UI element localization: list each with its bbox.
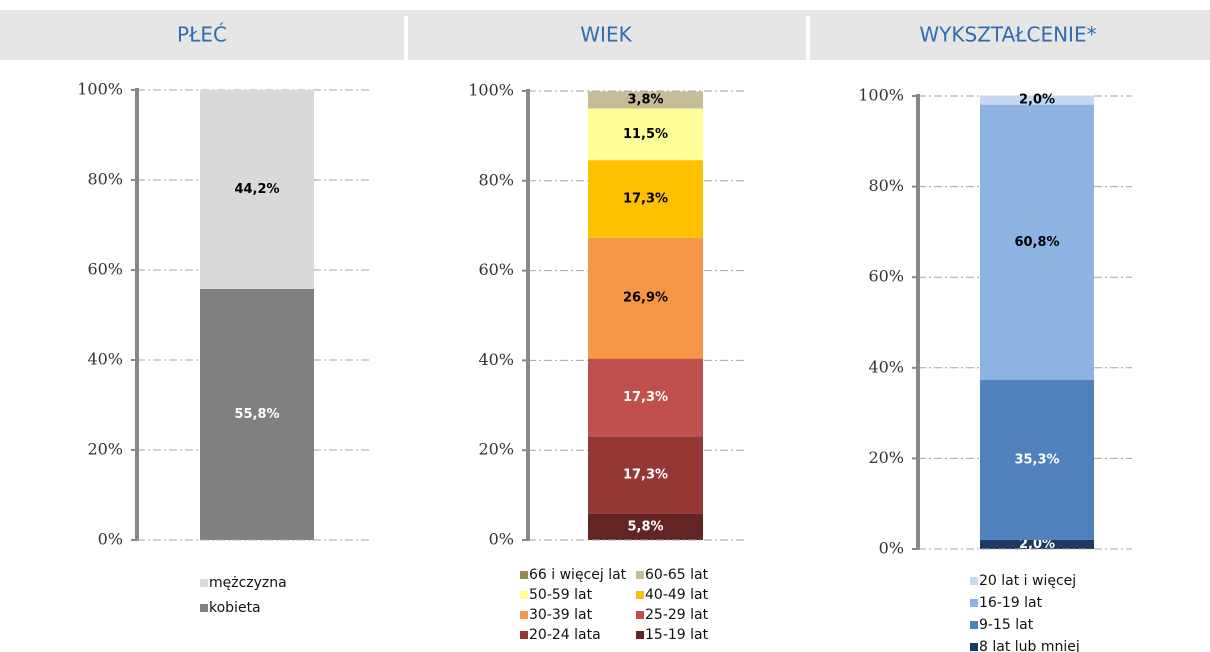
data-label: 44,2% <box>234 182 279 197</box>
legend-label: 9-15 lat <box>979 617 1034 633</box>
y-tick-label: 100% <box>77 80 123 99</box>
legend-swatch <box>970 643 978 651</box>
legend-swatch <box>970 621 978 629</box>
bar-segment <box>980 95 1094 105</box>
data-label: 60,8% <box>1014 235 1059 250</box>
chart-title: WYKSZTAŁCENIE* <box>919 23 1096 47</box>
legend-label: 30-39 lat <box>529 607 593 623</box>
y-tick-label: 40% <box>868 357 904 376</box>
y-tick-label: 100% <box>468 81 514 100</box>
y-tick-label: 100% <box>858 86 904 105</box>
y-tick-label: 60% <box>478 260 514 279</box>
y-tick-label: 60% <box>87 260 123 279</box>
data-label: 17,3% <box>623 390 668 405</box>
bar-segment <box>588 91 703 109</box>
data-label: 3,8% <box>627 92 663 107</box>
y-tick-label: 40% <box>478 350 514 369</box>
legend-label: mężczyzna <box>209 575 287 591</box>
y-tick-label: 60% <box>868 267 904 286</box>
y-tick-label: 40% <box>87 350 123 369</box>
y-tick-label: 80% <box>868 176 904 195</box>
y-tick-label: 80% <box>87 170 123 189</box>
data-label: 17,3% <box>623 191 668 206</box>
bar-segment <box>588 237 703 359</box>
legend-label: 16-19 lat <box>979 595 1043 611</box>
legend-label: kobieta <box>209 600 261 616</box>
bar-segment <box>980 380 1094 540</box>
legend-swatch <box>200 604 208 612</box>
data-label: 55,8% <box>234 407 279 422</box>
legend-label: 25-29 lat <box>645 607 709 623</box>
bar-segment <box>588 513 703 540</box>
data-label: 2,0% <box>1019 93 1055 108</box>
header-divider <box>404 16 408 60</box>
y-tick-label: 0% <box>98 530 123 549</box>
bar-segment <box>588 160 703 238</box>
legend-swatch <box>520 611 528 619</box>
data-label: 5,8% <box>627 519 663 534</box>
legend-label: 40-49 lat <box>645 587 709 603</box>
bar-segment <box>200 90 314 289</box>
legend-swatch <box>636 591 644 599</box>
data-label: 26,9% <box>623 291 668 306</box>
legend-label: 20-24 lata <box>529 627 601 643</box>
legend-label: 50-59 lat <box>529 587 593 603</box>
legend-swatch <box>520 591 528 599</box>
legend-label: 66 i więcej lat <box>529 567 627 583</box>
legend-swatch <box>970 599 978 607</box>
bar-segment <box>588 108 703 161</box>
bar-segment <box>980 104 1094 381</box>
legend-swatch <box>636 571 644 579</box>
data-label: 17,3% <box>623 468 668 483</box>
chart-title: WIEK <box>580 23 632 47</box>
legend-swatch <box>636 631 644 639</box>
bar-segment <box>588 358 703 437</box>
legend-swatch <box>970 577 978 585</box>
legend-swatch <box>520 631 528 639</box>
y-tick-label: 0% <box>489 530 514 549</box>
header-divider <box>806 16 810 60</box>
legend-swatch <box>636 611 644 619</box>
data-label: 35,3% <box>1014 452 1059 467</box>
y-tick-label: 20% <box>478 440 514 459</box>
legend-label: 8 lat lub mniej <box>979 639 1080 652</box>
legend-swatch <box>200 579 208 587</box>
legend-swatch <box>520 571 528 579</box>
y-tick-label: 0% <box>879 539 904 558</box>
y-tick-label: 80% <box>478 170 514 189</box>
data-label: 2,0% <box>1019 537 1055 552</box>
legend-label: 15-19 lat <box>645 627 709 643</box>
bar-segment <box>588 436 703 514</box>
bar-segment <box>980 539 1094 549</box>
bar-segment <box>200 288 314 540</box>
header-bar <box>0 10 1210 60</box>
legend-label: 20 lat i więcej <box>979 573 1076 589</box>
data-label: 11,5% <box>623 127 668 142</box>
y-tick-label: 20% <box>87 440 123 459</box>
y-tick-label: 20% <box>868 448 904 467</box>
chart-title: PŁEĆ <box>177 23 227 47</box>
legend-label: 60-65 lat <box>645 567 709 583</box>
